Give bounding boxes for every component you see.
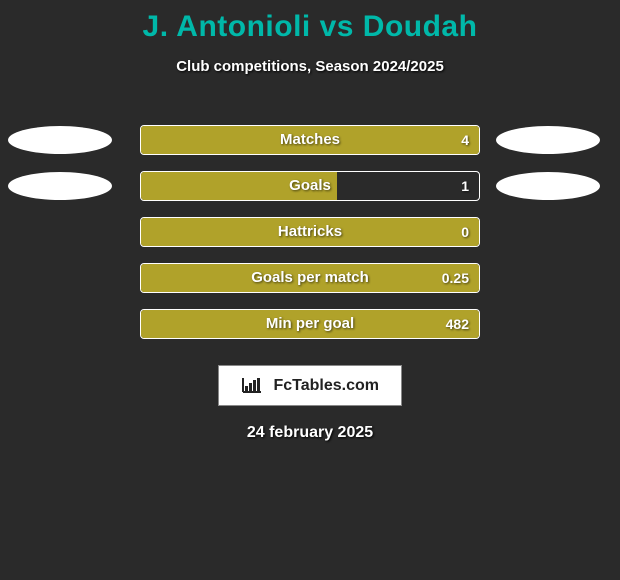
stat-bar-value: 482 bbox=[446, 310, 469, 338]
stat-row: Hattricks 0 bbox=[0, 209, 620, 255]
stat-bar: Matches 4 bbox=[140, 125, 480, 155]
bar-chart-icon bbox=[241, 377, 273, 394]
stat-bar-value: 1 bbox=[461, 172, 469, 200]
stat-row: Min per goal 482 bbox=[0, 301, 620, 347]
stat-rows: Matches 4 Goals 1 Hattricks 0 bbox=[0, 117, 620, 347]
snapshot-date: 24 february 2025 bbox=[0, 424, 620, 442]
stat-bar: Goals per match 0.25 bbox=[140, 263, 480, 293]
stat-row: Matches 4 bbox=[0, 117, 620, 163]
page-title: J. Antonioli vs Doudah bbox=[0, 0, 620, 44]
stat-bar-label: Matches bbox=[141, 126, 479, 154]
stat-bar-label: Goals per match bbox=[141, 264, 479, 292]
stat-bar-label: Goals bbox=[141, 172, 479, 200]
stat-bar: Min per goal 482 bbox=[140, 309, 480, 339]
comparison-card: J. Antonioli vs Doudah Club competitions… bbox=[0, 0, 620, 580]
page-subtitle: Club competitions, Season 2024/2025 bbox=[0, 58, 620, 75]
stat-bar-value: 0 bbox=[461, 218, 469, 246]
stat-row: Goals per match 0.25 bbox=[0, 255, 620, 301]
stat-bar-label: Hattricks bbox=[141, 218, 479, 246]
right-value-bubble bbox=[496, 126, 600, 154]
stat-bar-label: Min per goal bbox=[141, 310, 479, 338]
stat-row: Goals 1 bbox=[0, 163, 620, 209]
right-value-bubble bbox=[496, 172, 600, 200]
brand-text: FcTables.com bbox=[273, 377, 379, 394]
stat-bar-value: 0.25 bbox=[442, 264, 469, 292]
stat-bar: Goals 1 bbox=[140, 171, 480, 201]
brand-badge[interactable]: FcTables.com bbox=[0, 347, 620, 406]
left-value-bubble bbox=[8, 172, 112, 200]
stat-bar-value: 4 bbox=[461, 126, 469, 154]
left-value-bubble bbox=[8, 126, 112, 154]
stat-bar: Hattricks 0 bbox=[140, 217, 480, 247]
